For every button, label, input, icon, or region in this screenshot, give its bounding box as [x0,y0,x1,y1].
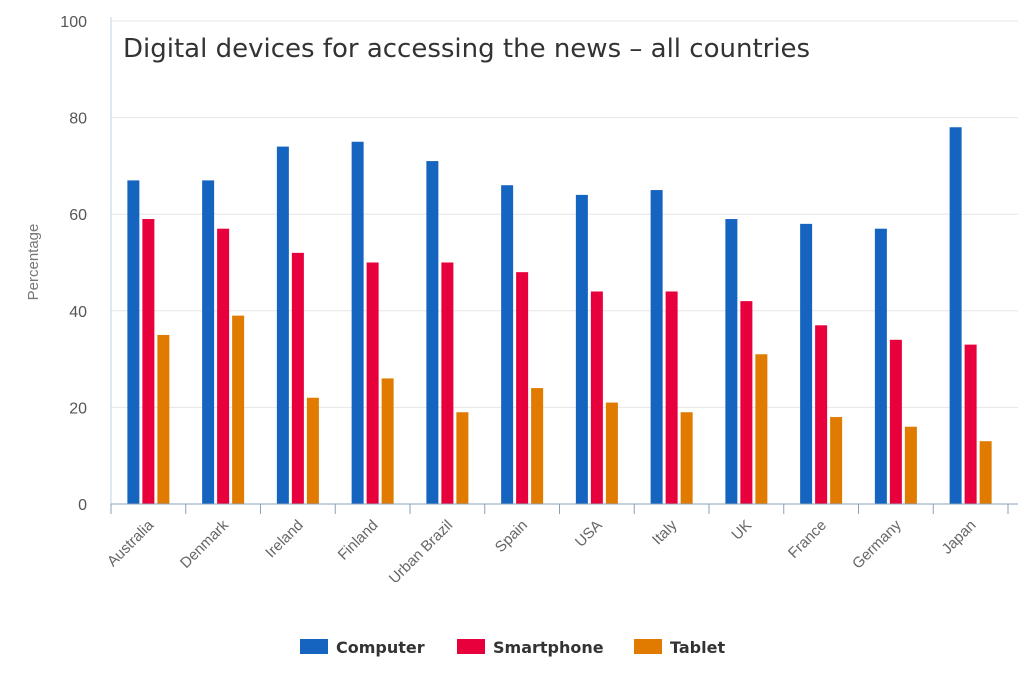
bar-tablet-denmark[interactable]: Denmark – Tablet: 39 [232,315,245,504]
y-tick-labels: 0 20 40 60 80 100 [60,14,87,514]
legend-label: Smartphone [493,638,604,657]
bar-smartphone-japan[interactable]: Japan – Smartphone: 33 [964,344,977,504]
legend-swatch [457,639,485,654]
x-tick-label: Urban Brazil [386,517,456,587]
legend-label: Computer [336,638,425,657]
gridlines [111,20,1018,408]
y-tick-label: 100 [60,14,87,31]
bar-tablet-spain[interactable]: Spain – Tablet: 24 [531,388,544,504]
bars: Australia – Computer: 67Australia – Smar… [127,127,992,505]
y-axis-label: Percentage [25,224,42,301]
bar-computer-japan[interactable]: Japan – Computer: 78 [949,127,962,504]
x-tick-label: USA [572,517,606,551]
bar-smartphone-finland[interactable]: Finland – Smartphone: 50 [366,262,379,505]
bar-smartphone-italy[interactable]: Italy – Smartphone: 44 [665,291,678,504]
legend-label: Tablet [670,638,725,657]
legend[interactable]: Computer Smartphone Tablet [300,638,725,657]
bar-smartphone-spain[interactable]: Spain – Smartphone: 48 [516,272,529,504]
bar-computer-australia[interactable]: Australia – Computer: 67 [127,180,140,504]
bar-smartphone-usa[interactable]: USA – Smartphone: 44 [590,291,603,504]
bar-tablet-germany[interactable]: Germany – Tablet: 16 [904,426,917,504]
bar-tablet-finland[interactable]: Finland – Tablet: 26 [381,378,394,504]
y-tick-label: 20 [69,400,87,417]
bar-tablet-italy[interactable]: Italy – Tablet: 19 [680,412,693,504]
chart-title: Digital devices for accessing the news –… [123,34,810,64]
bar-tablet-france[interactable]: France – Tablet: 18 [830,417,843,504]
bar-computer-germany[interactable]: Germany – Computer: 57 [874,228,887,504]
bar-smartphone-urban-brazil[interactable]: Urban Brazil – Smartphone: 50 [441,262,454,505]
bar-smartphone-denmark[interactable]: Denmark – Smartphone: 57 [217,228,230,504]
bar-computer-usa[interactable]: USA – Computer: 64 [575,194,588,504]
bar-computer-finland[interactable]: Finland – Computer: 75 [351,141,364,504]
x-tick-label: Australia [104,516,158,570]
bar-smartphone-france[interactable]: France – Smartphone: 37 [815,325,828,504]
x-tick-label: Germany [849,516,905,572]
legend-swatch [634,639,662,654]
y-tick-label: 0 [78,497,87,514]
bar-tablet-australia[interactable]: Australia – Tablet: 35 [157,334,170,504]
legend-item-tablet[interactable]: Tablet [634,638,725,657]
axes [110,17,1018,514]
x-tick-label: Italy [649,516,681,548]
bar-tablet-japan[interactable]: Japan – Tablet: 13 [979,441,992,504]
bar-tablet-urban-brazil[interactable]: Urban Brazil – Tablet: 19 [456,412,469,504]
bar-computer-italy[interactable]: Italy – Computer: 65 [650,190,663,505]
x-tick-label: Denmark [177,516,232,571]
bar-smartphone-ireland[interactable]: Ireland – Smartphone: 52 [291,252,304,504]
bar-tablet-ireland[interactable]: Ireland – Tablet: 22 [306,397,319,504]
bar-tablet-uk[interactable]: UK – Tablet: 31 [755,354,768,504]
bar-smartphone-australia[interactable]: Australia – Smartphone: 59 [142,219,155,504]
y-tick-label: 80 [69,111,87,128]
bar-computer-uk[interactable]: UK – Computer: 59 [725,219,738,504]
bar-smartphone-germany[interactable]: Germany – Smartphone: 34 [889,339,902,504]
x-tick-label: UK [728,517,755,544]
bar-tablet-usa[interactable]: USA – Tablet: 21 [605,402,618,504]
legend-swatch [300,639,328,654]
legend-item-computer[interactable]: Computer [300,638,425,657]
x-tick-label: Finland [335,517,382,564]
bar-computer-spain[interactable]: Spain – Computer: 66 [501,185,514,504]
x-tick-label: Spain [492,517,531,556]
x-tick-label: France [785,517,830,562]
bar-computer-ireland[interactable]: Ireland – Computer: 74 [276,146,289,504]
y-tick-label: 60 [69,207,87,224]
x-tick-label: Japan [939,517,980,558]
bar-computer-urban-brazil[interactable]: Urban Brazil – Computer: 71 [426,161,439,504]
legend-item-smartphone[interactable]: Smartphone [457,638,604,657]
x-tick-labels: Australia Denmark Ireland Finland Urban Braz… [104,516,980,587]
bar-computer-denmark[interactable]: Denmark – Computer: 67 [202,180,215,504]
bar-smartphone-uk[interactable]: UK – Smartphone: 42 [740,301,753,504]
y-tick-label: 40 [69,304,87,321]
bar-computer-france[interactable]: France – Computer: 58 [800,223,813,505]
x-tick-label: Ireland [262,517,306,561]
